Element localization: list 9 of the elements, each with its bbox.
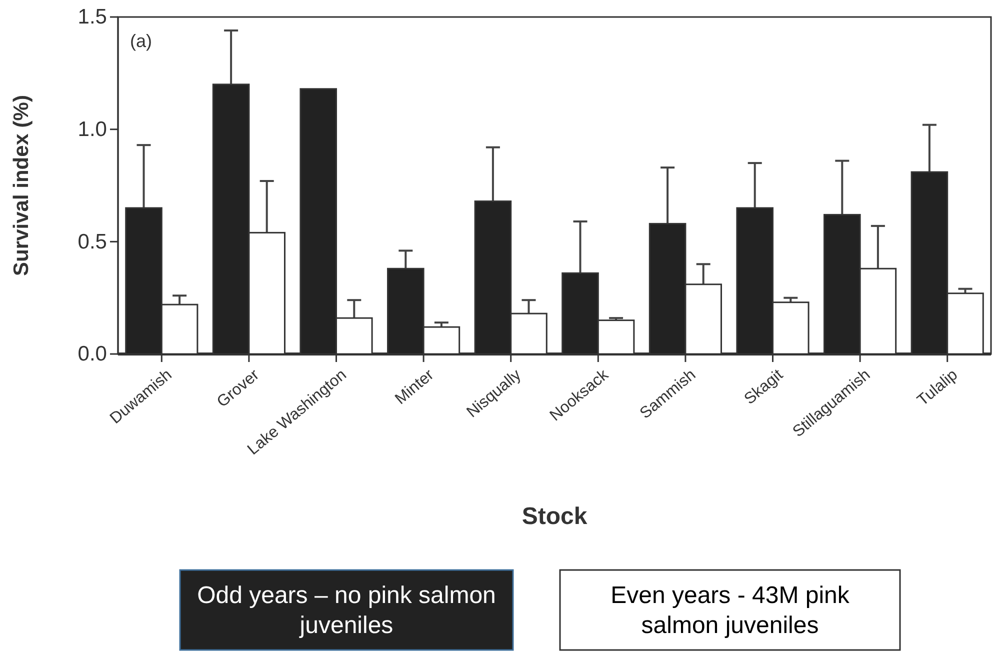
y-tick-label: 1.5 <box>78 6 107 29</box>
y-tick-label: 0.5 <box>78 230 107 254</box>
y-tick-label: 0.0 <box>78 342 107 366</box>
y-tick-label: 1.0 <box>78 118 107 142</box>
y-axis-title: Survival index (%) <box>10 95 33 276</box>
text: Odd years – no pink salmon juveniles <box>197 582 496 639</box>
annotation: (a) <box>130 31 152 51</box>
text: Even years - 43M pink salmon juveniles <box>610 582 850 639</box>
x-axis-title: Stock <box>522 503 588 530</box>
